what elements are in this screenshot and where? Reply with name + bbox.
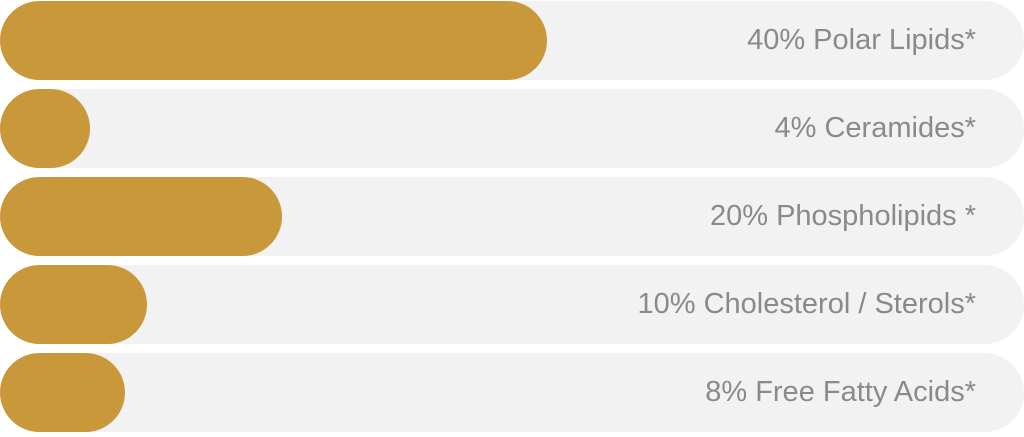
bar-phospholipids [0,177,282,256]
bar-row-ceramides: 4% Ceramides* [0,89,1024,168]
bar-label-phospholipids: 20% Phospholipids * [709,200,976,232]
bar-row-polar-lipids: 40% Polar Lipids* [0,1,1024,80]
bar-row-phospholipids: 20% Phospholipids * [0,177,1024,256]
bar-row-free-fatty-acids: 8% Free Fatty Acids* [0,353,1024,432]
bar-row-cholesterol-sterols: 10% Cholesterol / Sterols* [0,265,1024,344]
bar-ceramides [0,89,91,168]
bar-label-polar-lipids: 40% Polar Lipids* [747,24,976,56]
bar-polar-lipids [0,1,547,80]
bar-free-fatty-acids [0,353,125,432]
bar-label-free-fatty-acids: 8% Free Fatty Acids* [705,376,976,408]
bar-cholesterol-sterols [0,265,148,344]
bar-label-cholesterol-sterols: 10% Cholesterol / Sterols* [637,288,977,320]
bar-label-ceramides: 4% Ceramides* [774,112,976,144]
